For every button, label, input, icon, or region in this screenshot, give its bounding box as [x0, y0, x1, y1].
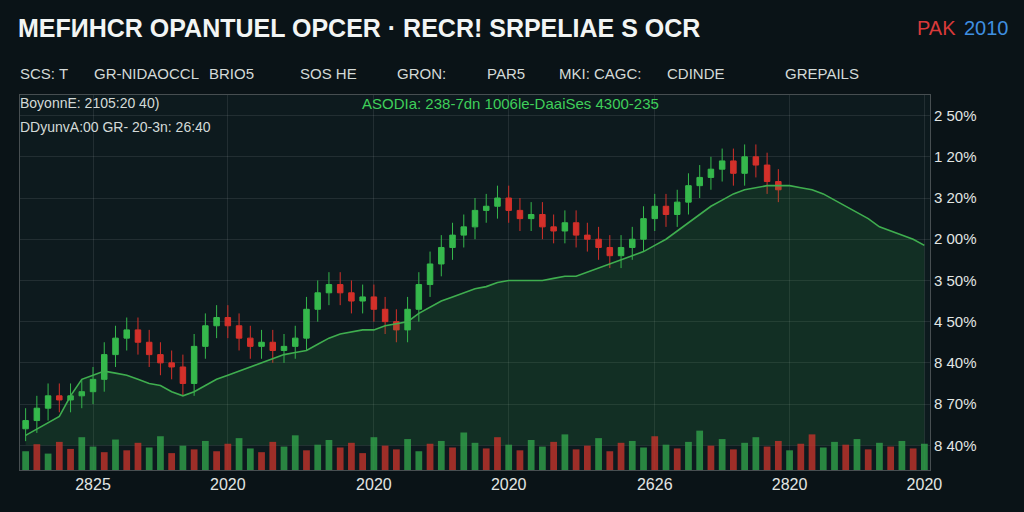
svg-text:PAK: PAK — [917, 17, 956, 39]
svg-text:8 40%: 8 40% — [934, 437, 977, 454]
svg-text:4 50%: 4 50% — [934, 313, 977, 330]
svg-text:1 20%: 1 20% — [934, 148, 977, 165]
svg-text:3 20%: 3 20% — [934, 189, 977, 206]
svg-text:2020: 2020 — [907, 476, 943, 493]
svg-text:GREPAILS: GREPAILS — [785, 65, 859, 82]
svg-text:BRIO5: BRIO5 — [209, 65, 254, 82]
svg-text:SCS: T: SCS: T — [20, 65, 68, 82]
svg-text:ASODIa: 238-7dn 1006le-DaaiSes: ASODIa: 238-7dn 1006le-DaaiSes 4300-235 — [362, 95, 659, 112]
svg-text:BoyonnE: 2105:20 40): BoyonnE: 2105:20 40) — [20, 95, 159, 111]
svg-text:DDyunvA:00 GR- 20-3n: 26:40: DDyunvA:00 GR- 20-3n: 26:40 — [20, 119, 211, 135]
svg-text:PAR5: PAR5 — [487, 65, 525, 82]
svg-text:8 40%: 8 40% — [934, 354, 977, 371]
svg-text:2 00%: 2 00% — [934, 230, 977, 247]
svg-text:2010: 2010 — [964, 17, 1009, 39]
svg-text:2020: 2020 — [210, 476, 246, 493]
svg-text:2825: 2825 — [75, 476, 111, 493]
svg-text:3 50%: 3 50% — [934, 272, 977, 289]
svg-text:2 50%: 2 50% — [934, 107, 977, 124]
svg-text:2020: 2020 — [491, 476, 527, 493]
svg-text:CDINDE: CDINDE — [667, 65, 725, 82]
svg-text:MEFИHCR OPANTUEL OPCER · RECR!: MEFИHCR OPANTUEL OPCER · RECR! SRPELIAE … — [18, 14, 700, 42]
svg-text:2626: 2626 — [637, 476, 673, 493]
svg-text:8 70%: 8 70% — [934, 395, 977, 412]
svg-text:SOS HE: SOS HE — [300, 65, 357, 82]
svg-text:GRON:: GRON: — [397, 65, 446, 82]
svg-text:2020: 2020 — [356, 476, 392, 493]
svg-text:GR-NIDAOCCL: GR-NIDAOCCL — [94, 65, 199, 82]
svg-text:MKI: CAGC:: MKI: CAGC: — [559, 65, 642, 82]
svg-text:2820: 2820 — [772, 476, 808, 493]
